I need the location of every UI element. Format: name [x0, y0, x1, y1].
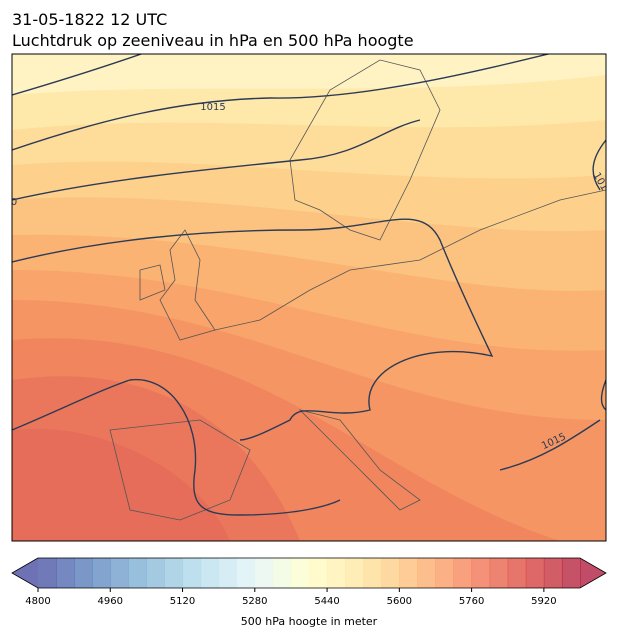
colorbar-segment [345, 558, 364, 588]
map-frame [11, 53, 607, 542]
colorbar-segment [218, 558, 238, 588]
colorbar-tick-label: 4800 [25, 596, 50, 607]
colorbar-extend [12, 558, 38, 588]
colorbar-tick-label: 4960 [98, 596, 123, 607]
colorbar-segment [56, 558, 75, 588]
coastline [109, 419, 251, 521]
colorbar: 4800 4960 5120 5280 5440 5600 5760 5920 [11, 557, 607, 607]
band [12, 428, 230, 541]
colorbar-segment [92, 558, 111, 588]
coastline [214, 189, 606, 331]
colorbar-tick-label: 5920 [531, 596, 556, 607]
colorbar-segment [128, 558, 147, 588]
colorbar-segment [327, 558, 346, 588]
colorbar-segment [164, 558, 184, 588]
colorbar-tick-label: 5440 [314, 596, 339, 607]
contour-label: 0 [11, 197, 17, 208]
colorbar-segment [543, 558, 563, 588]
colorbar-segment [507, 558, 527, 588]
colorbar-tick-label: 5600 [387, 596, 412, 607]
colorbar-segment [272, 558, 292, 588]
isobar [12, 379, 341, 516]
coastline [298, 409, 421, 511]
colorbar-segment [38, 558, 57, 588]
map: 1015 1015 101 0 [11, 54, 606, 541]
colorbar-segment [417, 558, 436, 588]
coastline [139, 264, 166, 301]
colorbar-segment [110, 558, 129, 588]
colorbar-segment [254, 558, 274, 588]
coastline [159, 229, 216, 341]
title: 31-05-1822 12 UTC [12, 10, 167, 29]
coastline [289, 59, 441, 241]
colorbar-tick-label: 5760 [459, 596, 484, 607]
colorbar-segment [471, 558, 491, 588]
colorbar-segment [309, 558, 328, 588]
isobar [499, 139, 606, 471]
colorbar-extend [580, 558, 606, 588]
colorbar-segment [236, 558, 256, 588]
colorbar-segment [200, 558, 220, 588]
colorbar-segment [453, 558, 473, 588]
colorbar-segment [489, 558, 509, 588]
isobar [12, 54, 552, 151]
colorbar-segment [182, 558, 202, 588]
colorbar-segment [381, 558, 400, 588]
contour-label: 1015 [200, 102, 225, 113]
colorbar-segment [146, 558, 165, 588]
colorbar-label: 500 hPa hoogte in meter [241, 615, 378, 628]
colorbar-outline [11, 557, 607, 589]
colorbar-segment [561, 558, 581, 588]
isobar [12, 119, 494, 441]
subtitle: Luchtdruk op zeeniveau in hPa en 500 hPa… [12, 31, 414, 50]
colorbar-segment [290, 558, 310, 588]
colorbar-segment [525, 558, 545, 588]
colorbar-segment [399, 558, 418, 588]
colorbar-tick-label: 5120 [170, 596, 195, 607]
colorbar-segment [74, 558, 93, 588]
colorbar-segment [435, 558, 455, 588]
colorbar-segment [363, 558, 382, 588]
colorbar-tick-label: 5280 [242, 596, 267, 607]
